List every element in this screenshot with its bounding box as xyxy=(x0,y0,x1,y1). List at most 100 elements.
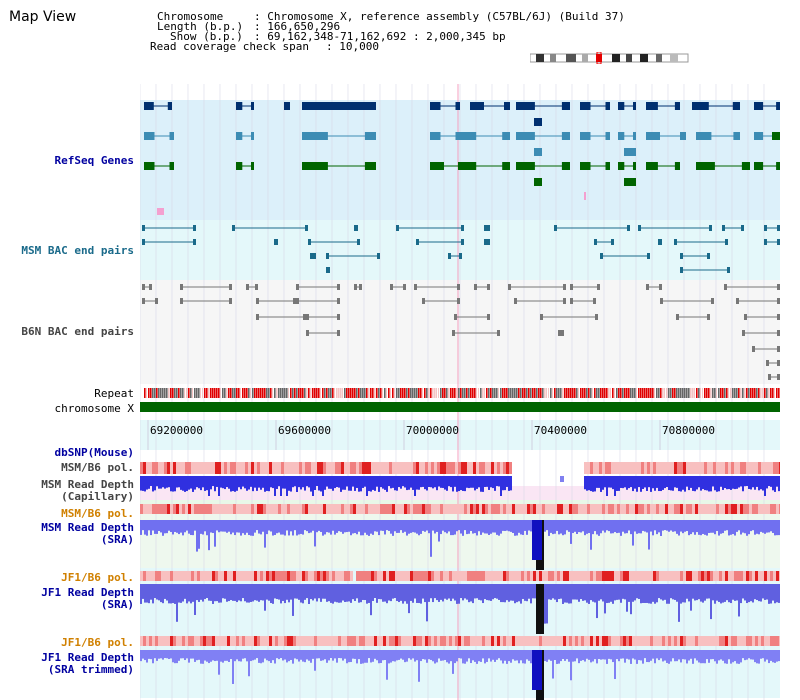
depth-bar xyxy=(532,584,534,599)
pol-mark xyxy=(452,571,455,581)
pol-mark xyxy=(641,462,644,474)
track-label-b6n-bac[interactable]: B6N BAC end pairs xyxy=(21,325,134,338)
track-label-msm-bac[interactable]: MSM BAC end pairs xyxy=(21,244,134,257)
pol-mark xyxy=(275,571,278,581)
depth-bar xyxy=(490,584,492,601)
pol-mark xyxy=(293,571,296,581)
repeat-mark xyxy=(594,388,596,398)
pol-mark xyxy=(536,571,539,581)
repeat-mark xyxy=(616,388,618,398)
depth-bar xyxy=(170,476,172,492)
gene-exon xyxy=(284,102,287,110)
depth-bar xyxy=(658,520,660,533)
depth-bar xyxy=(280,650,282,659)
repeat-mark xyxy=(472,388,474,398)
pol-mark xyxy=(323,504,326,514)
pol-mark xyxy=(464,462,467,474)
depth-bar xyxy=(520,650,522,661)
depth-bar xyxy=(520,520,522,535)
depth-bar xyxy=(452,650,454,674)
track-label-jf1-depth-trim[interactable]: JF1 Read Depth xyxy=(41,651,134,664)
repeat-mark xyxy=(532,388,534,398)
track-label-jf1-b6-pol-2[interactable]: JF1/B6 pol. xyxy=(61,636,134,649)
depth-bar xyxy=(600,584,602,600)
track-label-msm-b6-pol[interactable]: MSM/B6 pol. xyxy=(61,461,134,474)
pol-mark xyxy=(248,504,251,514)
repeat-mark xyxy=(362,388,364,398)
track-label-msm-b6-pol-2[interactable]: MSM/B6 pol. xyxy=(61,507,134,520)
depth-bar xyxy=(602,476,604,490)
pol-mark xyxy=(443,462,446,474)
depth-bar xyxy=(300,476,302,490)
repeat-mark xyxy=(764,388,766,398)
gene-exon xyxy=(674,162,680,170)
repeat-mark xyxy=(570,388,572,398)
pol-mark xyxy=(641,571,644,581)
pol-mark xyxy=(767,571,770,581)
pol-mark xyxy=(746,571,749,581)
repeat-mark xyxy=(296,388,298,398)
pol-mark xyxy=(143,462,146,474)
depth-bar xyxy=(396,520,398,533)
track-label-msm-depth-sra[interactable]: MSM Read Depth xyxy=(41,521,134,534)
track-label-dbsnp[interactable]: dbSNP(Mouse) xyxy=(54,446,134,459)
pol-mark xyxy=(146,504,149,514)
repeat-mark xyxy=(450,388,452,398)
bac-end xyxy=(707,253,710,259)
depth-bar xyxy=(352,476,354,487)
pol-mark xyxy=(737,504,740,514)
repeat-mark xyxy=(482,388,484,398)
depth-bar xyxy=(592,520,594,535)
depth-bar xyxy=(634,584,636,601)
chromosome-ideogram[interactable] xyxy=(530,52,690,64)
repeat-mark xyxy=(744,388,746,398)
repeat-mark xyxy=(602,388,604,398)
track-label-refseq[interactable]: RefSeq Genes xyxy=(54,154,134,167)
track-label-jf1-depth-sra[interactable]: JF1 Read Depth xyxy=(41,586,134,599)
pol-mark xyxy=(416,571,419,581)
pol-mark xyxy=(362,636,365,646)
bac-end xyxy=(725,239,728,245)
depth-bar xyxy=(544,520,546,532)
depth-bar xyxy=(524,650,526,664)
depth-bar xyxy=(216,584,218,602)
depth-bar xyxy=(738,476,740,488)
repeat-mark xyxy=(478,388,479,398)
depth-bar xyxy=(676,476,678,488)
pol-mark xyxy=(710,636,713,646)
genome-viewer[interactable]: 69200000 69600000 70000000 70400000 7080… xyxy=(140,84,780,700)
repeat-mark xyxy=(538,388,540,398)
track-label-msm-depth-cap[interactable]: MSM Read Depth xyxy=(41,478,134,491)
track-label-repeat[interactable]: Repeat xyxy=(94,387,134,400)
depth-bar xyxy=(648,650,650,663)
depth-bar xyxy=(426,476,428,491)
depth-bar xyxy=(382,520,384,531)
track-label-jf1-b6-pol[interactable]: JF1/B6 pol. xyxy=(61,571,134,584)
depth-bar xyxy=(558,520,560,535)
pol-mark xyxy=(581,571,584,581)
gene-exon xyxy=(502,162,510,170)
pol-mark xyxy=(491,504,494,514)
depth-bar xyxy=(166,476,168,488)
pol-mark xyxy=(206,571,209,581)
pol-mark xyxy=(656,504,659,514)
depth-bar xyxy=(420,476,422,488)
gene-exon xyxy=(430,162,444,170)
depth-bar xyxy=(364,650,366,663)
pol-mark xyxy=(680,504,683,514)
depth-bar xyxy=(502,520,504,531)
repeat-mark xyxy=(404,388,406,398)
pol-mark xyxy=(293,504,296,514)
pol-mark xyxy=(281,571,284,581)
depth-bar xyxy=(232,650,234,684)
pol-mark xyxy=(359,504,362,514)
depth-bar xyxy=(346,584,348,602)
pol-mark xyxy=(458,504,461,514)
depth-bar xyxy=(282,476,284,489)
pol-mark xyxy=(467,571,470,581)
depth-bar xyxy=(746,476,748,487)
pol-mark xyxy=(692,636,695,646)
tracks-canvas[interactable] xyxy=(140,84,780,700)
depth-bar xyxy=(390,650,392,663)
depth-bar xyxy=(410,650,412,660)
